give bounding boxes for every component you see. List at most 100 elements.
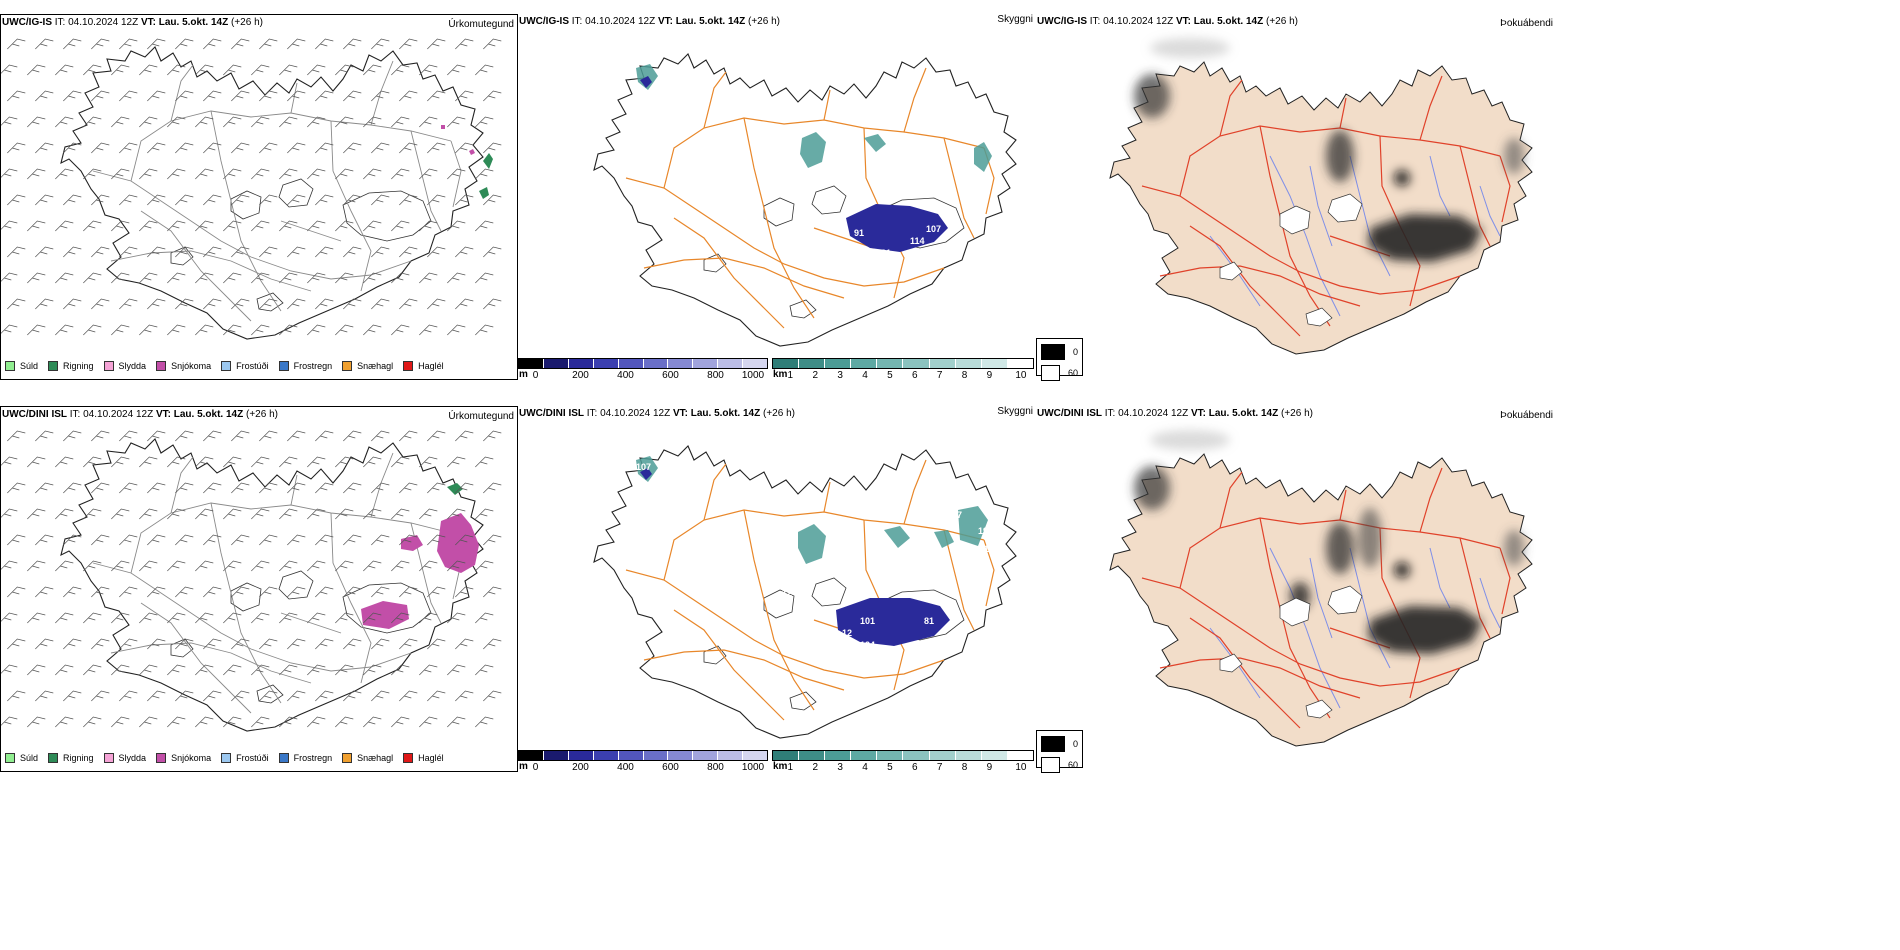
wind-barb <box>427 142 446 154</box>
wind-barb <box>251 220 270 232</box>
legend-hagel: Haglél <box>403 361 444 371</box>
legend-swatch <box>278 361 289 371</box>
wind-barb <box>251 612 270 624</box>
wind-barb <box>287 586 306 598</box>
low-visibility-area <box>934 530 954 548</box>
visibility-colorbar-row1: 1 2 3 4 5 6 7 8 9 10 km <box>772 358 1034 381</box>
wind-barb <box>343 298 362 310</box>
wind-barb <box>63 638 82 650</box>
river-line <box>1429 155 1451 217</box>
wind-barb <box>391 456 410 468</box>
wind-barb <box>119 194 138 206</box>
glacier-outline <box>1219 261 1243 281</box>
snow-depth-value: 86 <box>974 546 984 556</box>
wind-barb <box>195 168 214 180</box>
road-line <box>1339 97 1347 129</box>
wind-barb <box>363 456 382 468</box>
glacier-outline <box>1305 699 1333 719</box>
wind-barb <box>203 534 222 546</box>
wind-barb <box>63 586 82 598</box>
model-name: UWC/DINI ISL <box>519 408 584 419</box>
wind-barb <box>287 142 306 154</box>
snow-depth-value: 12 <box>782 588 792 598</box>
road-line <box>170 64 194 122</box>
snow-area <box>437 513 479 573</box>
lead-time: (+26 h) <box>1266 16 1298 27</box>
colorbar-cell <box>593 359 619 368</box>
road-line <box>1159 657 1361 699</box>
wind-barb <box>335 664 354 676</box>
glacier-outline <box>811 577 847 607</box>
wind-barb <box>315 38 334 50</box>
wind-barb <box>279 508 298 520</box>
wind-barb <box>259 638 278 650</box>
wind-barb <box>343 142 362 154</box>
wind-barb <box>483 246 502 258</box>
wind-barb <box>139 324 158 336</box>
fog-area <box>1134 74 1170 118</box>
colorbar-tick-label: 7 <box>936 370 943 381</box>
wind-barb <box>147 90 166 102</box>
wind-barb <box>195 560 214 572</box>
colorbar-tick-label: 4 <box>862 762 868 773</box>
wind-barb <box>7 38 26 50</box>
wind-barb <box>91 194 110 206</box>
wind-barb <box>363 220 382 232</box>
fog-area <box>1394 562 1410 578</box>
wind-barb <box>371 534 390 546</box>
legend-swatch <box>342 753 353 763</box>
snow-depth-area <box>640 468 652 480</box>
wind-barb <box>475 508 494 520</box>
coastline <box>60 46 484 340</box>
lead-time: (+26 h) <box>246 409 278 420</box>
road-line <box>903 67 927 133</box>
wind-barb <box>279 456 298 468</box>
colorbar-cell <box>519 359 544 368</box>
colorbar-tick-label: 7 <box>936 762 943 773</box>
colorbar-tick-label: 200 <box>572 370 589 381</box>
wind-barb <box>147 142 166 154</box>
colorbar-unit: m <box>519 369 528 380</box>
colorbar-unit: m <box>519 761 528 772</box>
legend-swatch <box>403 753 414 763</box>
wind-barb <box>391 116 410 128</box>
model-name: UWC/DINI ISL <box>2 409 67 420</box>
colorbar-cell <box>1007 359 1033 368</box>
wind-barb <box>335 612 354 624</box>
wind-barb <box>1 560 18 570</box>
colorbar-tick-label: 400 <box>617 370 634 381</box>
colorbar-cell <box>877 359 904 368</box>
wind-barb <box>447 664 466 676</box>
wind-barb <box>279 272 298 284</box>
wind-barb <box>175 90 194 102</box>
wind-barb <box>63 142 82 154</box>
wind-barb <box>287 90 306 102</box>
visibility-panel-row1: UWC/IG-IS IT: 04.10.2024 12Z VT: Lau. 5.… <box>518 14 1036 380</box>
model-name: UWC/IG-IS <box>1037 16 1087 27</box>
road-line <box>110 250 312 292</box>
wind-barb <box>363 612 382 624</box>
colorbar-ticks: 1 2 3 4 5 6 7 8 9 10 <box>772 369 1034 381</box>
wind-barb <box>195 456 214 468</box>
wind-barb <box>475 612 494 624</box>
glacier-outline <box>811 185 847 215</box>
wind-barb <box>111 272 130 284</box>
wind-barb <box>91 246 110 258</box>
wind-barb <box>55 716 74 728</box>
wind-barb <box>483 638 502 650</box>
wind-barb <box>27 220 46 232</box>
wind-barb <box>447 456 466 468</box>
wind-barb <box>55 272 74 284</box>
road-line <box>1419 75 1443 141</box>
river-line <box>1269 547 1341 709</box>
glacier-outline <box>1279 597 1311 627</box>
wind-barb <box>391 220 410 232</box>
road-line <box>1459 145 1491 247</box>
low-visibility-area <box>864 134 886 152</box>
wind-barb <box>223 716 242 728</box>
colorbar-cell <box>929 359 956 368</box>
road-line <box>92 170 412 280</box>
wind-barb <box>251 508 270 520</box>
wind-barb <box>399 90 418 102</box>
legend-sudl: Súld <box>5 361 38 371</box>
